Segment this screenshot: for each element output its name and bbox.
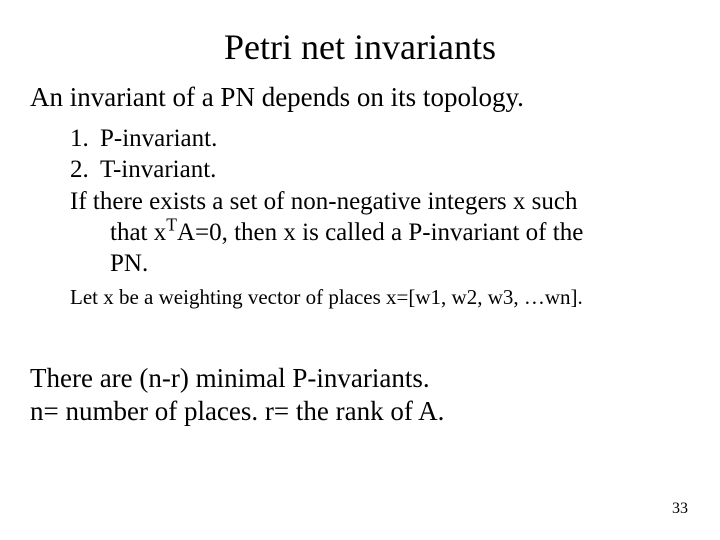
page-number: 33 [672,500,688,518]
formula-pre: that x [110,219,166,246]
condition-line-2: that xTA=0, then x is called a P-invaria… [70,217,690,248]
condition-line-1: If there exists a set of non-negative in… [70,186,690,217]
intro-line: An invariant of a PN depends on its topo… [30,82,690,113]
weighting-vector-line: Let x be a weighting vector of places x=… [70,285,690,310]
closing-line-1: There are (n-r) minimal P-invariants. [30,362,690,394]
list-text-2: T-invariant. [100,154,216,185]
formula-superscript: T [166,214,177,234]
closing-line-2: n= number of places. r= the rank of A. [30,395,690,427]
condition-line-3: PN. [70,248,690,279]
formula-post: A=0, then x is called a P-invariant of t… [177,219,583,246]
list-block: 1. P-invariant. 2. T-invariant. If there… [70,123,690,279]
list-text-1: P-invariant. [100,123,217,154]
slide-container: Petri net invariants An invariant of a P… [0,0,720,540]
closing-block: There are (n-r) minimal P-invariants. n=… [30,362,690,427]
list-number-1: 1. [70,123,100,154]
list-item-2: 2. T-invariant. [70,154,690,185]
slide-title: Petri net invariants [30,26,690,68]
list-number-2: 2. [70,154,100,185]
list-item-1: 1. P-invariant. [70,123,690,154]
